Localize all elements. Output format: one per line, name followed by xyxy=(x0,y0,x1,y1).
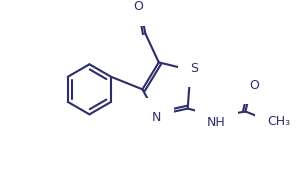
Text: NH: NH xyxy=(207,116,226,129)
Text: O: O xyxy=(249,79,259,92)
Text: O: O xyxy=(134,0,143,13)
Text: S: S xyxy=(190,62,198,75)
Text: N: N xyxy=(152,111,162,124)
Text: CH₃: CH₃ xyxy=(268,115,291,128)
